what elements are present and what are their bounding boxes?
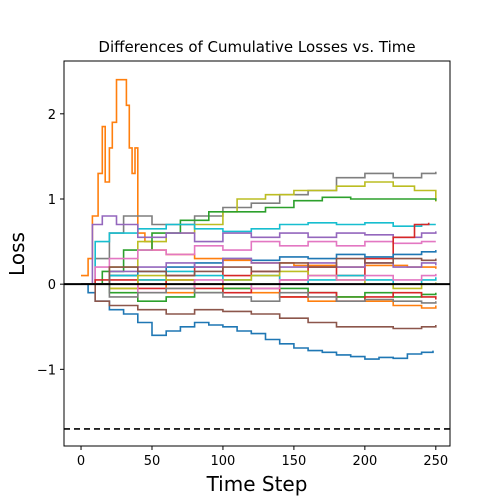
chart-title: Differences of Cumulative Losses vs. Tim… (98, 38, 415, 56)
x-tick-label: 250 (423, 454, 448, 469)
series-line-17 (81, 270, 437, 290)
series-line-1 (81, 78, 437, 277)
series-line-20 (81, 283, 437, 304)
series-line-18 (81, 257, 437, 285)
x-axis-label: Time Step (206, 472, 308, 496)
series-line-5 (81, 196, 437, 285)
y-tick-label: 0 (48, 278, 56, 293)
series-line-8 (81, 240, 436, 285)
reference-lines (64, 283, 450, 430)
series-line-6 (81, 222, 436, 285)
y-tick-label: −1 (37, 363, 56, 378)
series-line-14 (81, 279, 437, 302)
x-axis-ticks: 0 50 100 150 200 250 (77, 446, 448, 469)
series-line-2 (81, 283, 434, 360)
x-tick-label: 200 (352, 454, 377, 469)
plot-frame (63, 60, 451, 447)
series-line-4 (81, 181, 437, 285)
x-tick-label: 50 (144, 454, 161, 469)
x-tick-label: 150 (281, 454, 306, 469)
x-tick-label: 0 (77, 454, 85, 469)
y-axis-ticks: 2 1 0 −1 (37, 108, 64, 378)
series-lines (81, 78, 437, 360)
series-line-16 (81, 270, 437, 285)
series-line-7 (81, 215, 437, 285)
series-line-9 (81, 283, 437, 330)
y-axis-label: Loss (5, 232, 29, 276)
y-tick-label: 2 (48, 108, 56, 123)
y-tick-label: 1 (48, 193, 56, 208)
x-tick-label: 100 (211, 454, 236, 469)
